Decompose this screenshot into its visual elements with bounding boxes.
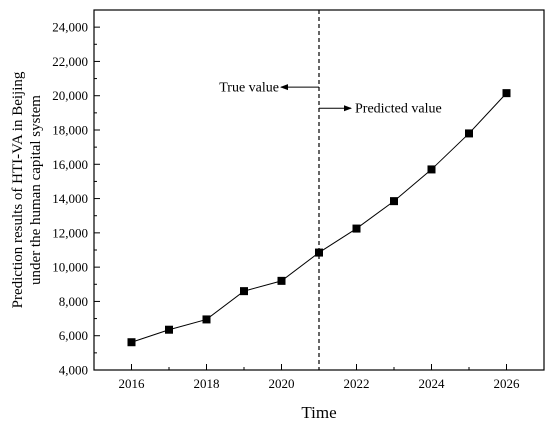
y-tick-label: 14,000	[52, 191, 88, 206]
y-axis-title-line-2: under the human capital system	[28, 95, 44, 285]
data-point	[315, 248, 323, 257]
y-tick-label: 6,000	[59, 328, 88, 343]
data-point	[202, 315, 211, 324]
data-point	[352, 224, 361, 233]
data-point	[127, 338, 136, 347]
data-point	[502, 89, 511, 98]
ticks-layer: 2016 2018 2020 2022 2024 2026 4,000 6,000 8,000 1…	[52, 20, 520, 391]
x-tick-label: 2024	[419, 376, 446, 391]
y-axis-title-line-1: Prediction results of HTI-VA in Beijing	[10, 71, 26, 308]
data-point	[277, 276, 286, 285]
y-axis-title: Prediction results of HTI-VA in Beijing …	[10, 71, 44, 308]
predicted-value-label: Predicted value	[355, 102, 442, 117]
y-tick-label: 16,000	[52, 157, 88, 172]
data-point	[240, 287, 248, 296]
x-tick-label: 2020	[269, 376, 295, 391]
y-tick-label: 22,000	[52, 54, 88, 69]
y-tick-label: 8,000	[59, 294, 88, 309]
y-tick-label: 10,000	[52, 260, 88, 275]
series-layer	[127, 89, 511, 347]
y-tick-label: 4,000	[59, 363, 88, 378]
annotation-layer: True value Predicted value	[219, 81, 441, 117]
data-point	[165, 325, 173, 334]
x-tick-label: 2022	[344, 376, 370, 391]
plot-frame	[93, 9, 545, 371]
y-tick-label: 20,000	[52, 88, 88, 103]
y-tick-label: 12,000	[52, 225, 88, 240]
data-point	[427, 165, 436, 174]
true-value-label: True value	[219, 81, 279, 96]
data-point	[465, 129, 473, 138]
x-tick-label: 2016	[119, 376, 146, 391]
y-tick-label: 24,000	[52, 20, 88, 35]
x-axis-title: Time	[301, 403, 336, 422]
data-point	[390, 197, 398, 206]
x-tick-label: 2018	[194, 376, 220, 391]
y-tick-label: 18,000	[52, 123, 88, 138]
x-tick-label: 2026	[494, 376, 521, 391]
